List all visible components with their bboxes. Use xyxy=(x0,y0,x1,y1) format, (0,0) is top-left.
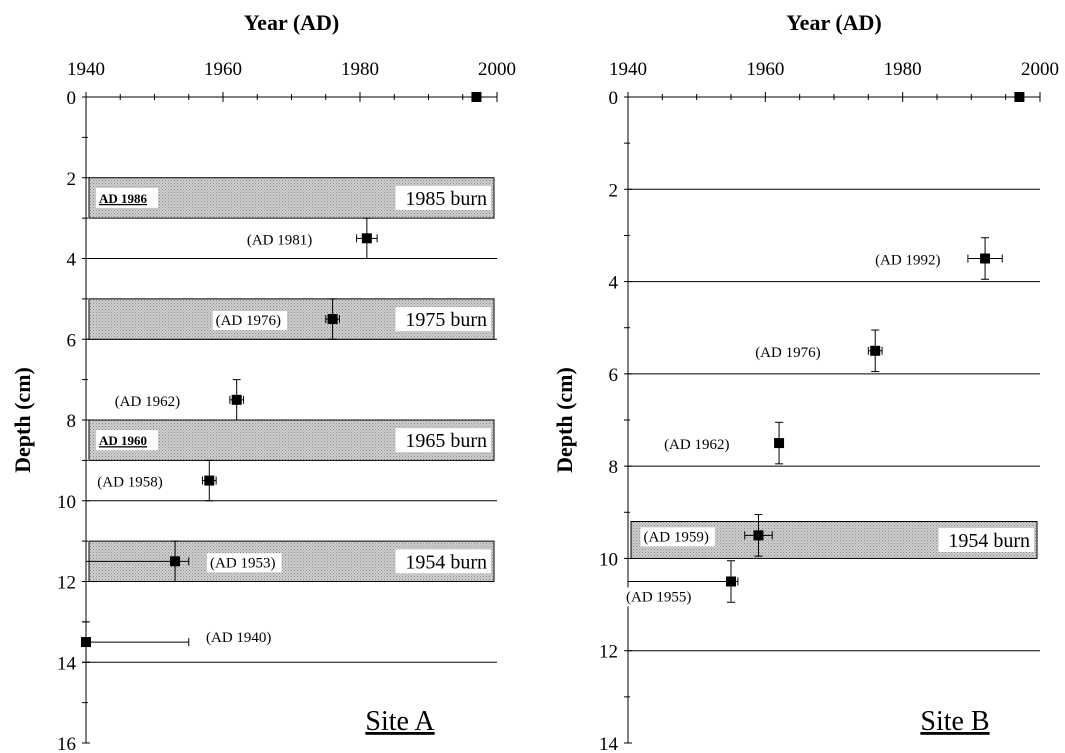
data-label-bg xyxy=(752,342,827,362)
data-point xyxy=(204,475,215,486)
band-marker-bg xyxy=(96,187,158,208)
band-marker-label: AD 1986 xyxy=(99,191,148,206)
data-label: (AD 1953) xyxy=(210,555,275,571)
data-label-bg xyxy=(623,587,698,607)
chart-panel-2: 1954 burn 1940 1960 1980 2000 0 2 4 6 8 10 12 14 Year… xyxy=(552,10,1059,753)
data-label-bg xyxy=(94,472,169,492)
y-axis-title: Depth (cm) xyxy=(552,367,577,473)
data-label: (AD 1976) xyxy=(216,313,281,329)
x-tick-label: 1940 xyxy=(609,59,647,80)
data-point-group: (AD 1940) xyxy=(81,621,278,663)
x-tick-label: 1980 xyxy=(341,59,379,80)
y-tick-label: 6 xyxy=(67,330,77,351)
y-tick-label: 10 xyxy=(599,549,618,570)
burn-label-bg xyxy=(395,185,491,210)
site-label: Site A xyxy=(365,706,435,737)
data-point xyxy=(753,530,764,541)
data-label: (AD 1992) xyxy=(875,253,940,269)
data-label-bg xyxy=(872,250,947,270)
y-tick-label: 8 xyxy=(67,411,77,432)
data-label: (AD 1940) xyxy=(206,630,271,646)
data-point xyxy=(726,576,736,587)
data-point xyxy=(1014,92,1025,102)
data-label-bg xyxy=(661,435,736,455)
y-tick-label: 2 xyxy=(609,180,619,201)
burn-label: 1954 burn xyxy=(948,530,1030,552)
data-label-bg xyxy=(212,311,287,331)
data-point-group: (AD 1962) xyxy=(111,379,245,421)
site-label: Site B xyxy=(920,706,989,737)
data-point-group: (AD 1955) xyxy=(623,560,739,607)
data-point-group: (AD 1953) xyxy=(85,540,282,582)
y-tick-label: 14 xyxy=(57,653,77,674)
data-label: (AD 1976) xyxy=(755,345,820,361)
data-label: (AD 1981) xyxy=(247,232,312,248)
data-label-bg xyxy=(111,391,187,411)
data-label: (AD 1962) xyxy=(664,437,729,453)
burn-label: 1965 burn xyxy=(405,430,487,452)
data-point-group: (AD 1959) xyxy=(640,514,773,557)
x-axis-title: Year (AD) xyxy=(786,10,882,35)
y-tick-label: 12 xyxy=(599,642,618,663)
chart-panel-1: 1985 burn AD 1986 1975 burn 1965 burn AD 196… xyxy=(10,10,516,753)
y-tick-label: 16 xyxy=(57,734,76,753)
data-point xyxy=(361,233,372,244)
y-tick-label: 0 xyxy=(67,88,77,109)
y-tick-label: 0 xyxy=(609,88,619,109)
data-point-group: (AD 1958) xyxy=(94,459,217,502)
y-tick-label: 12 xyxy=(57,573,76,594)
data-label: (AD 1962) xyxy=(115,394,180,410)
x-tick-label: 1980 xyxy=(884,59,922,80)
data-point xyxy=(774,438,785,449)
y-tick-label: 14 xyxy=(599,734,619,753)
x-axis-title: Year (AD) xyxy=(244,10,340,35)
data-label-bg xyxy=(207,553,282,573)
band-marker-label: AD 1960 xyxy=(99,433,147,448)
burn-label-bg xyxy=(395,428,491,453)
y-tick-label: 10 xyxy=(57,492,76,513)
x-tick-label: 2000 xyxy=(1021,59,1059,80)
x-tick-label: 1960 xyxy=(746,59,784,80)
data-point xyxy=(231,394,242,405)
data-point xyxy=(327,314,338,325)
data-point-group: (AD 1976) xyxy=(752,329,883,373)
data-point xyxy=(170,556,181,567)
band-marker-bg xyxy=(96,430,158,451)
y-tick-label: 6 xyxy=(609,365,619,386)
data-label-bg xyxy=(243,230,319,250)
burn-label: 1954 burn xyxy=(405,551,487,573)
data-point xyxy=(980,253,991,264)
burn-label-bg xyxy=(938,527,1034,552)
data-point-group xyxy=(471,92,482,102)
data-label-bg xyxy=(640,527,715,547)
data-point xyxy=(471,92,482,102)
data-label-bg xyxy=(203,628,278,648)
burn-label: 1985 burn xyxy=(405,188,487,210)
data-point xyxy=(81,637,91,648)
data-label: (AD 1959) xyxy=(643,529,708,545)
data-point-group: (AD 1976) xyxy=(212,298,340,340)
x-tick-label: 2000 xyxy=(478,59,516,80)
data-point xyxy=(870,345,881,356)
y-axis-title: Depth (cm) xyxy=(10,367,35,473)
data-point-group: (AD 1981) xyxy=(243,217,378,259)
burn-label-bg xyxy=(395,549,491,574)
y-tick-label: 2 xyxy=(67,169,77,190)
data-point-group: (AD 1992) xyxy=(872,237,1003,280)
y-tick-label: 8 xyxy=(609,457,619,478)
burn-label-bg xyxy=(395,307,491,332)
data-label: (AD 1958) xyxy=(97,475,162,491)
data-point-group xyxy=(1014,92,1025,102)
data-point-group: (AD 1962) xyxy=(661,421,785,465)
x-tick-label: 1960 xyxy=(204,59,242,80)
data-label: (AD 1955) xyxy=(626,590,691,606)
y-tick-label: 4 xyxy=(609,273,619,294)
burn-label: 1975 burn xyxy=(405,309,487,331)
y-tick-label: 4 xyxy=(67,250,77,271)
x-tick-label: 1940 xyxy=(67,59,105,80)
